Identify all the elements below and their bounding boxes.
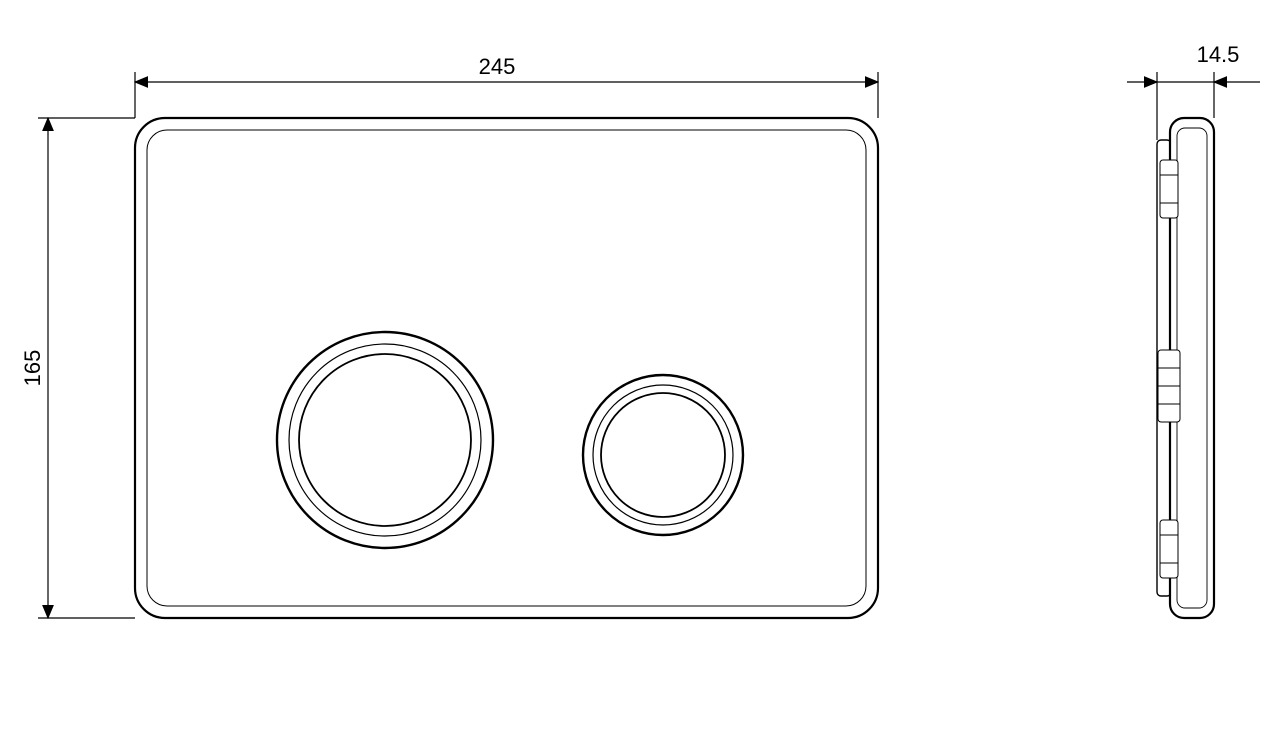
front-view: [135, 118, 878, 618]
plate-outer: [135, 118, 878, 618]
dim-height: 165: [20, 118, 135, 618]
side-clip-bot: [1160, 520, 1178, 578]
button-large: [277, 332, 493, 548]
dim-depth-label: 14.5: [1197, 42, 1240, 67]
side-clip-mid: [1158, 350, 1180, 422]
button-large-face: [299, 354, 471, 526]
side-clip-top: [1160, 160, 1178, 218]
technical-drawing: 245 165 14.5: [0, 0, 1280, 746]
side-view: [1157, 118, 1214, 618]
button-small: [583, 375, 743, 535]
dim-height-label: 165: [20, 350, 45, 387]
dim-width-label: 245: [479, 54, 516, 79]
button-small-face: [601, 393, 725, 517]
dim-width: 245: [135, 54, 878, 118]
